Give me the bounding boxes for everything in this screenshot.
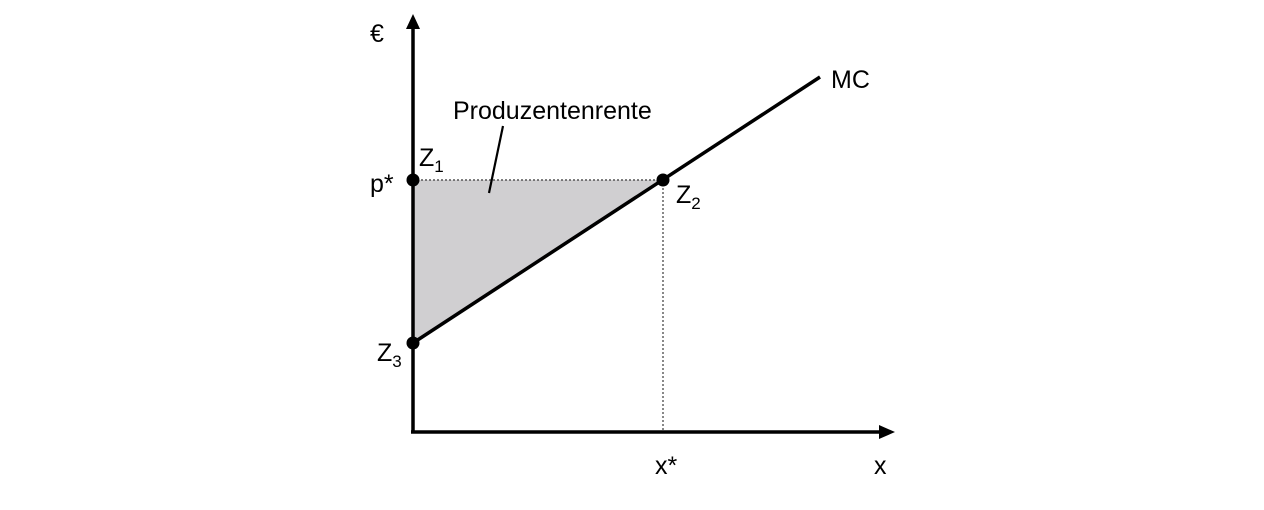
x-axis-arrowhead bbox=[879, 425, 895, 439]
price-label: p* bbox=[370, 170, 394, 198]
y-axis-arrowhead bbox=[406, 14, 420, 29]
point-z3-base: Z bbox=[377, 339, 392, 367]
quantity-label: x* bbox=[655, 452, 678, 480]
mc-curve bbox=[412, 75, 821, 345]
point-z1 bbox=[406, 173, 420, 187]
area-label-pointer bbox=[487, 125, 505, 194]
point-z1-label: Z1 bbox=[419, 144, 444, 176]
point-z1-subscript: 1 bbox=[434, 157, 443, 176]
point-z2-subscript: 2 bbox=[691, 194, 700, 213]
point-z2 bbox=[656, 173, 670, 187]
point-z3-label: Z3 bbox=[377, 339, 402, 371]
y-axis-label: € bbox=[370, 20, 384, 48]
point-z3 bbox=[406, 336, 420, 350]
point-z2-base: Z bbox=[676, 181, 691, 209]
point-z3-subscript: 3 bbox=[392, 352, 401, 371]
x-axis-label: x bbox=[874, 452, 887, 480]
point-z1-base: Z bbox=[419, 144, 434, 172]
mc-curve-label: MC bbox=[831, 66, 870, 94]
point-z2-label: Z2 bbox=[676, 181, 701, 213]
producer-surplus-label: Produzentenrente bbox=[453, 97, 652, 125]
